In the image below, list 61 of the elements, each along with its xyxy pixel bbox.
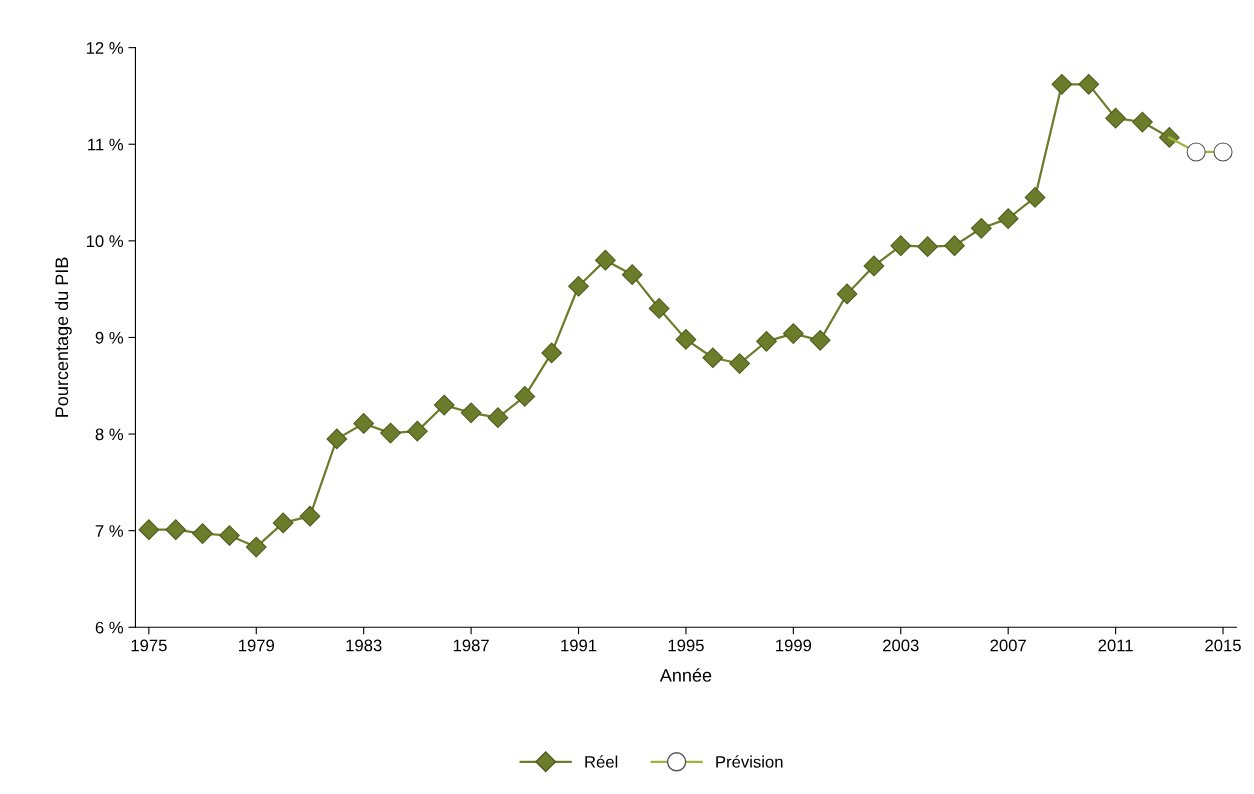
point	[648, 298, 670, 319]
point	[782, 323, 804, 344]
point	[1158, 127, 1180, 148]
y-tick-label: 10 %	[86, 235, 124, 248]
point	[245, 536, 267, 558]
point	[944, 235, 965, 257]
point	[702, 347, 724, 369]
point	[460, 402, 482, 424]
point	[568, 275, 589, 297]
x-tick-label: 1987	[453, 639, 489, 652]
y-tick-label: 12 %	[86, 42, 124, 54]
x-tick-label: 1995	[668, 639, 704, 652]
point	[890, 235, 912, 257]
y-tick-label: 11 %	[88, 138, 124, 151]
legend-label: Réel	[585, 755, 618, 768]
point	[756, 330, 777, 352]
point	[165, 519, 187, 541]
point	[729, 353, 751, 374]
point	[353, 413, 375, 434]
point	[541, 342, 563, 364]
point	[433, 394, 455, 416]
x-tick-label: 1975	[131, 639, 167, 652]
point	[1051, 73, 1073, 95]
point	[219, 525, 240, 546]
x-tick-label: 2007	[990, 639, 1026, 652]
point	[1078, 73, 1100, 95]
y-tick-label: 7 %	[95, 525, 124, 537]
y-tick-label: 6 %	[95, 621, 124, 634]
y-tick-label: 8 %	[95, 428, 124, 441]
x-tick-label: 2003	[883, 639, 919, 652]
point	[970, 217, 992, 239]
point	[621, 264, 643, 286]
point	[1132, 111, 1153, 133]
y-axis-title: Pourcentage du PIB	[54, 257, 72, 417]
point	[380, 422, 401, 444]
point	[595, 249, 616, 271]
point	[1024, 186, 1046, 208]
point	[1105, 107, 1126, 129]
x-tick-label: 1999	[776, 639, 812, 652]
point	[138, 519, 160, 541]
point	[997, 208, 1019, 230]
point	[809, 329, 831, 351]
legend-label: Prévision	[716, 755, 783, 768]
point	[272, 512, 294, 534]
x-tick-label: 1991	[561, 639, 597, 652]
x-tick-label: 1979	[239, 639, 275, 652]
x-axis-title: Année	[659, 668, 712, 682]
point	[326, 428, 348, 450]
point	[192, 523, 213, 544]
point	[836, 283, 858, 305]
point	[863, 255, 885, 277]
point	[917, 236, 938, 258]
x-tick-label: 2011	[1098, 639, 1133, 652]
x-tick-label: 1983	[346, 639, 382, 652]
y-tick-label: 9 %	[95, 331, 124, 344]
point	[407, 420, 428, 442]
point	[514, 386, 536, 407]
x-tick-label: 2015	[1205, 639, 1241, 652]
point	[299, 505, 321, 527]
point	[675, 329, 697, 350]
point	[487, 407, 509, 429]
